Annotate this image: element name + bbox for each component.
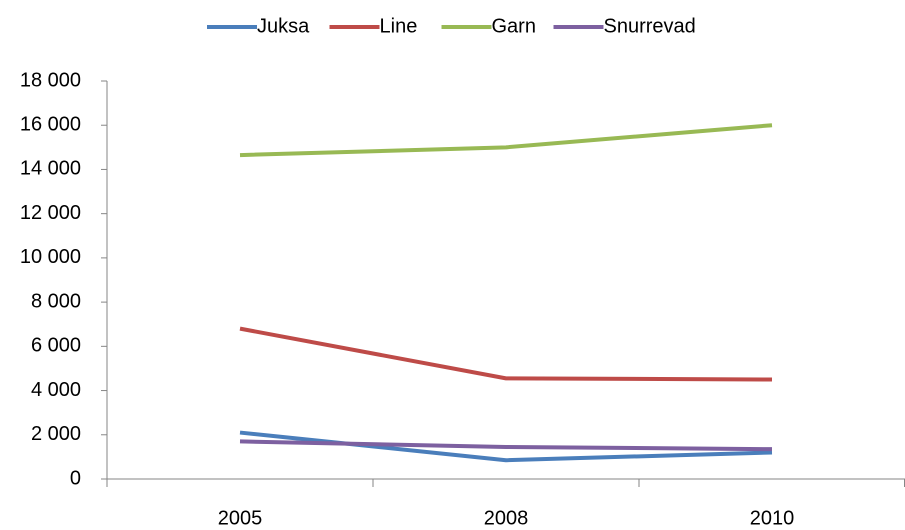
y-tick-label: 12 000 xyxy=(20,202,81,224)
y-tick-label: 8 000 xyxy=(31,290,81,312)
legend-label: Line xyxy=(380,15,418,37)
y-tick-label: 0 xyxy=(70,467,81,489)
series-line xyxy=(239,439,773,452)
y-tick-label: 16 000 xyxy=(20,114,81,136)
y-tick-label: 18 000 xyxy=(20,69,81,91)
legend-label: Juksa xyxy=(257,15,310,37)
y-tick-label: 2 000 xyxy=(31,423,81,445)
x-tick-label: 2008 xyxy=(484,507,529,529)
legend-label: Snurrevad xyxy=(604,15,696,37)
x-tick-label: 2010 xyxy=(750,507,795,529)
series-line xyxy=(239,123,773,158)
legend-label: Garn xyxy=(492,15,536,37)
y-tick-label: 6 000 xyxy=(31,335,81,357)
y-tick-label: 10 000 xyxy=(20,246,81,268)
y-tick-label: 14 000 xyxy=(20,158,81,180)
x-tick-label: 2005 xyxy=(218,507,263,529)
series-line xyxy=(239,326,773,382)
y-tick-label: 4 000 xyxy=(31,379,81,401)
